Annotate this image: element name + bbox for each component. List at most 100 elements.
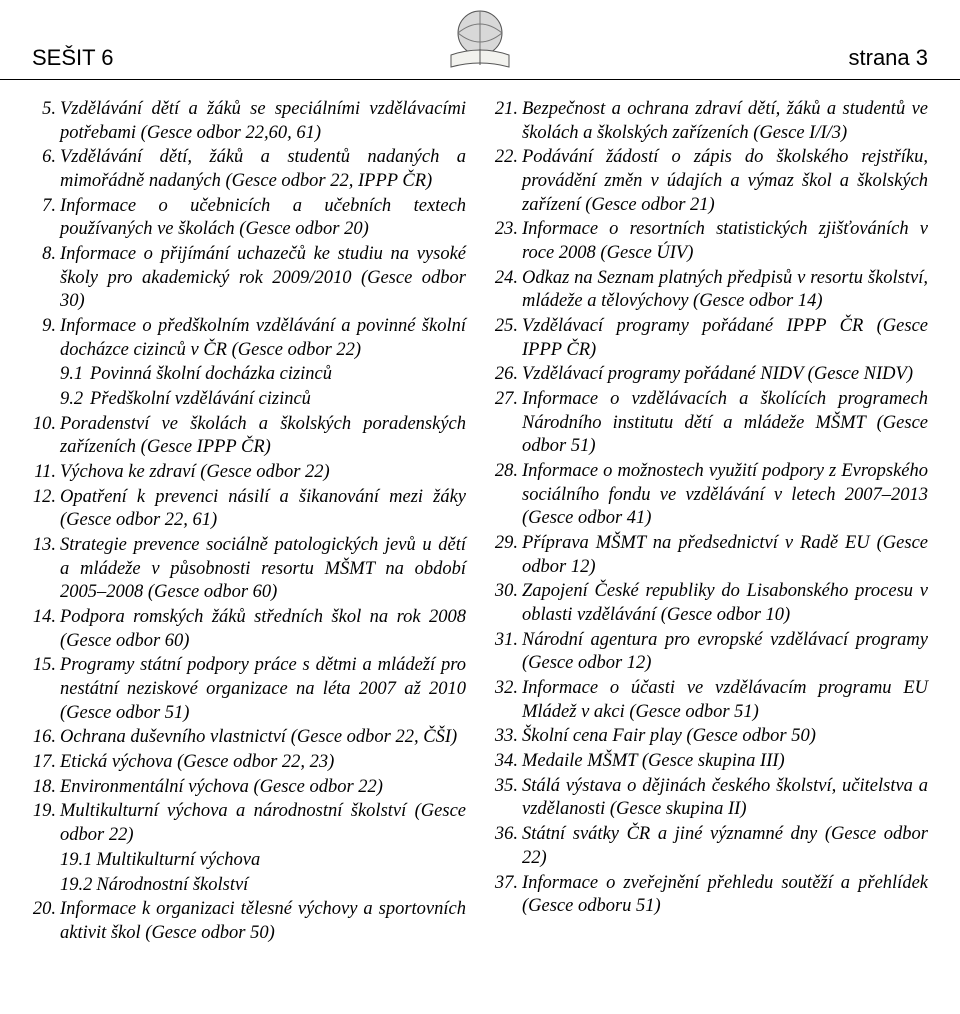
page-header: SEŠIT 6 strana 3 — [0, 0, 960, 80]
list-item-text: Vzdělávání dětí a žáků se speciálními vz… — [60, 98, 466, 145]
list-item-number: 15. — [32, 654, 60, 725]
list-sub-item-text: Národnostní školství — [96, 874, 466, 898]
header-right-label: strana 3 — [849, 45, 929, 71]
list-item-number: 36. — [494, 823, 522, 870]
list-sub-item-text: Předškolní vzdělávání cizinců — [90, 388, 466, 412]
list-item-number: 12. — [32, 486, 60, 533]
list-item-text: Výchova ke zdraví (Gesce odbor 22) — [60, 461, 466, 485]
list-item-text: Informace o resortních statistických zji… — [522, 218, 928, 265]
list-sub-item: 9.2Předškolní vzdělávání cizinců — [60, 388, 466, 412]
list-item-text: Bezpečnost a ochrana zdraví dětí, žáků a… — [522, 98, 928, 145]
list-item-text: Poradenství ve školách a školských porad… — [60, 413, 466, 460]
list-item-number: 32. — [494, 677, 522, 724]
list-item-number: 26. — [494, 363, 522, 387]
list-item-number: 33. — [494, 725, 522, 749]
list-item-number: 10. — [32, 413, 60, 460]
list-sub-item-text: Multikulturní výchova — [96, 849, 466, 873]
list-item-text: Vzdělávací programy pořádané NIDV (Gesce… — [522, 363, 928, 387]
list-item-number: 31. — [494, 629, 522, 676]
list-item-text: Příprava MŠMT na předsednictví v Radě EU… — [522, 532, 928, 579]
list-item-text: Školní cena Fair play (Gesce odbor 50) — [522, 725, 928, 749]
list-item-number: 30. — [494, 580, 522, 627]
list-sub-item: 19.1Multikulturní výchova — [60, 849, 466, 873]
globe-book-icon — [440, 4, 520, 76]
list-item-number: 13. — [32, 534, 60, 605]
list-item: 22.Podávání žádostí o zápis do školského… — [494, 146, 928, 217]
list-item: 29.Příprava MŠMT na předsednictví v Radě… — [494, 532, 928, 579]
list-item-text: Programy státní podpory práce s dětmi a … — [60, 654, 466, 725]
list-item: 28.Informace o možnostech využití podpor… — [494, 460, 928, 531]
list-item-text: Vzdělávání dětí, žáků a studentů nadanýc… — [60, 146, 466, 193]
list-sub-item: 9.1Povinná školní docházka cizinců — [60, 363, 466, 387]
list-item: 26.Vzdělávací programy pořádané NIDV (Ge… — [494, 363, 928, 387]
list-item: 37.Informace o zveřejnění přehledu soutě… — [494, 872, 928, 919]
list-sub-item-number: 19.1 — [60, 849, 96, 873]
list-item-number: 29. — [494, 532, 522, 579]
list-item: 9.Informace o předškolním vzdělávání a p… — [32, 315, 466, 362]
list-item: 7.Informace o učebnicích a učebních text… — [32, 195, 466, 242]
list-item: 6.Vzdělávání dětí, žáků a studentů nadan… — [32, 146, 466, 193]
list-item-text: Informace o předškolním vzdělávání a pov… — [60, 315, 466, 362]
header-left-label: SEŠIT 6 — [32, 45, 114, 71]
list-item: 8.Informace o přijímání uchazečů ke stud… — [32, 243, 466, 314]
list-item: 10.Poradenství ve školách a školských po… — [32, 413, 466, 460]
list-item-text: Etická výchova (Gesce odbor 22, 23) — [60, 751, 466, 775]
list-item-number: 34. — [494, 750, 522, 774]
list-item-text: Multikulturní výchova a národnostní škol… — [60, 800, 466, 847]
list-item-text: Ochrana duševního vlastnictví (Gesce odb… — [60, 726, 466, 750]
list-item-number: 18. — [32, 776, 60, 800]
list-item-number: 19. — [32, 800, 60, 847]
list-item-text: Opatření k prevenci násilí a šikanování … — [60, 486, 466, 533]
list-item-text: Informace o vzdělávacích a školících pro… — [522, 388, 928, 459]
list-item-text: Podpora romských žáků středních škol na … — [60, 606, 466, 653]
list-item-number: 25. — [494, 315, 522, 362]
list-item-number: 6. — [32, 146, 60, 193]
list-item-text: Informace o zveřejnění přehledu soutěží … — [522, 872, 928, 919]
list-item: 14.Podpora romských žáků středních škol … — [32, 606, 466, 653]
list-item-text: Informace o učebnicích a učebních textec… — [60, 195, 466, 242]
list-item-text: Strategie prevence sociálně patologickýc… — [60, 534, 466, 605]
list-sub-item-number: 9.2 — [60, 388, 90, 412]
list-item: 18.Environmentální výchova (Gesce odbor … — [32, 776, 466, 800]
list-item: 35.Stálá výstava o dějinách českého škol… — [494, 775, 928, 822]
list-item: 16.Ochrana duševního vlastnictví (Gesce … — [32, 726, 466, 750]
list-item-text: Vzdělávací programy pořádané IPPP ČR (Ge… — [522, 315, 928, 362]
list-sub-item-number: 9.1 — [60, 363, 90, 387]
list-item-text: Informace o účasti ve vzdělávacím progra… — [522, 677, 928, 724]
list-item-text: Environmentální výchova (Gesce odbor 22) — [60, 776, 466, 800]
list-item-number: 22. — [494, 146, 522, 217]
list-item-number: 24. — [494, 267, 522, 314]
list-item: 23.Informace o resortních statistických … — [494, 218, 928, 265]
list-item-number: 14. — [32, 606, 60, 653]
list-item-text: Státní svátky ČR a jiné významné dny (Ge… — [522, 823, 928, 870]
list-item: 27.Informace o vzdělávacích a školících … — [494, 388, 928, 459]
list-item-number: 21. — [494, 98, 522, 145]
list-item: 13.Strategie prevence sociálně patologic… — [32, 534, 466, 605]
list-item-text: Podávání žádostí o zápis do školského re… — [522, 146, 928, 217]
list-item: 15.Programy státní podpory práce s dětmi… — [32, 654, 466, 725]
list-item: 11.Výchova ke zdraví (Gesce odbor 22) — [32, 461, 466, 485]
list-item-number: 9. — [32, 315, 60, 362]
list-item: 25.Vzdělávací programy pořádané IPPP ČR … — [494, 315, 928, 362]
list-item-number: 20. — [32, 898, 60, 945]
list-item-text: Informace o možnostech využití podpory z… — [522, 460, 928, 531]
list-item-number: 5. — [32, 98, 60, 145]
list-item-number: 37. — [494, 872, 522, 919]
list-sub-item: 19.2Národnostní školství — [60, 874, 466, 898]
list-item: 20.Informace k organizaci tělesné výchov… — [32, 898, 466, 945]
list-item-text: Odkaz na Seznam platných předpisů v reso… — [522, 267, 928, 314]
list-item: 24.Odkaz na Seznam platných předpisů v r… — [494, 267, 928, 314]
list-item-text: Zapojení České republiky do Lisabonského… — [522, 580, 928, 627]
list-item-number: 16. — [32, 726, 60, 750]
list-sub-item-text: Povinná školní docházka cizinců — [90, 363, 466, 387]
list-sub-item-number: 19.2 — [60, 874, 96, 898]
list-item: 21.Bezpečnost a ochrana zdraví dětí, žák… — [494, 98, 928, 145]
list-item-number: 27. — [494, 388, 522, 459]
list-item: 19.Multikulturní výchova a národnostní š… — [32, 800, 466, 847]
list-item-text: Informace k organizaci tělesné výchovy a… — [60, 898, 466, 945]
list-item: 36.Státní svátky ČR a jiné významné dny … — [494, 823, 928, 870]
list-item: 33.Školní cena Fair play (Gesce odbor 50… — [494, 725, 928, 749]
list-item: 34.Medaile MŠMT (Gesce skupina III) — [494, 750, 928, 774]
list-item: 5.Vzdělávání dětí a žáků se speciálními … — [32, 98, 466, 145]
list-item: 32.Informace o účasti ve vzdělávacím pro… — [494, 677, 928, 724]
